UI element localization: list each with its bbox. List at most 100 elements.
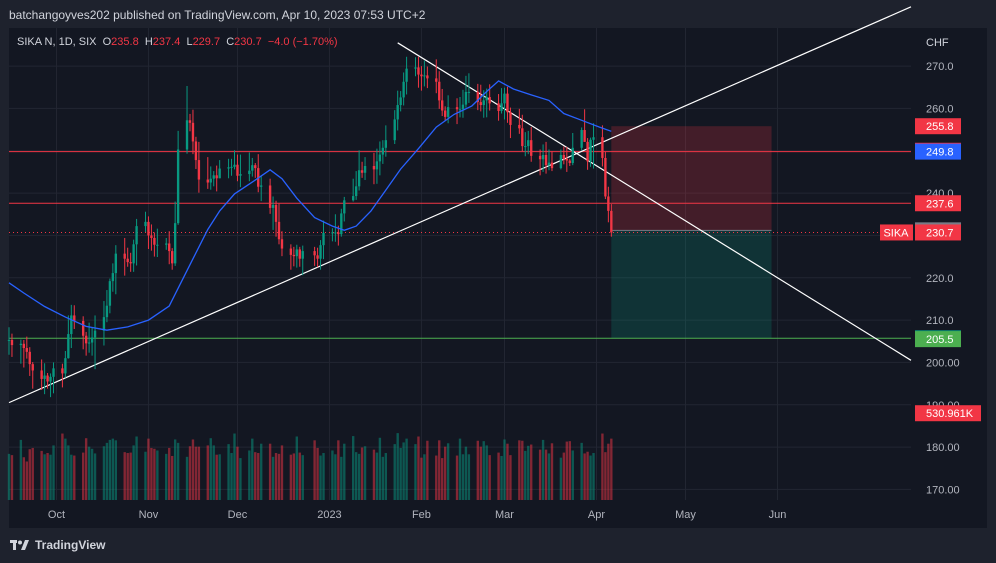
price-tick-label: 260.0 [926, 103, 954, 115]
candle-body [7, 339, 11, 341]
candle-body [601, 137, 604, 158]
volume-bar [227, 444, 230, 500]
candle-body [197, 160, 201, 180]
candle-body [604, 157, 607, 197]
candle-body [28, 351, 31, 365]
take-profit-zone [611, 230, 772, 339]
volume-bar [435, 455, 438, 500]
candle-body [360, 170, 364, 173]
volume-bar [354, 452, 358, 500]
candle-body [524, 146, 527, 148]
volume-bar [562, 452, 566, 500]
candle-body [384, 140, 388, 148]
time-axis[interactable] [9, 500, 911, 528]
candle-body [25, 348, 28, 352]
volume-bar [114, 440, 118, 500]
volume-bar [565, 441, 569, 500]
candle-body [194, 141, 198, 161]
volume-bar [592, 453, 595, 500]
candle-body [84, 335, 88, 344]
volume-bar [185, 456, 189, 500]
volume-bar [337, 440, 340, 500]
time-tick-label: Mar [495, 509, 514, 521]
candle-body [260, 185, 263, 187]
volume-bar [280, 445, 284, 500]
candle-body [135, 226, 138, 245]
moving-average [8, 80, 612, 331]
volume-bar [375, 452, 379, 500]
volume-bar [497, 452, 500, 500]
volume-bar [500, 455, 503, 500]
candle-body [168, 243, 171, 252]
volume-bar [212, 445, 215, 500]
volume-bar [260, 443, 263, 500]
horizontal-levels[interactable] [9, 151, 911, 339]
candlesticks [7, 56, 613, 398]
candle-body [527, 140, 530, 147]
volume-bar [191, 439, 195, 500]
candle-body [423, 75, 426, 77]
price-axis[interactable] [911, 28, 987, 528]
volume-bar [331, 450, 334, 500]
volume-tag-label: 530.961K [926, 408, 974, 420]
candle-body [467, 91, 471, 93]
candle-body [375, 161, 379, 170]
volume-bar [381, 456, 385, 500]
close-value: 230.7 [234, 36, 262, 48]
candle-body [500, 103, 503, 111]
volume-bar [547, 453, 551, 500]
candle-body [236, 164, 239, 176]
candle-body [147, 221, 150, 236]
volume-bar [438, 440, 441, 500]
candle-body [230, 166, 233, 168]
volume-bar [171, 455, 174, 500]
price-axis-labels: CHF170.00180.00190.00200.00210.0220.0230… [926, 37, 960, 496]
tradingview-logo-icon [10, 540, 29, 550]
candle-body [568, 160, 571, 164]
currency-label: CHF [926, 37, 949, 49]
short-position-tool[interactable] [611, 126, 772, 339]
volume-bar [197, 446, 201, 500]
candle-body [271, 204, 275, 208]
candle-body [393, 119, 396, 141]
volume-bar [248, 450, 251, 500]
candle-body [565, 158, 569, 161]
tradingview-brand[interactable]: TradingView [10, 538, 105, 552]
publish-header: batchangoyves202 published on TradingVie… [0, 0, 996, 28]
time-tick-label: Apr [588, 509, 605, 521]
candle-body [497, 103, 500, 111]
volume-bar [467, 454, 471, 500]
candle-body [559, 154, 563, 169]
candle-body [156, 244, 159, 246]
candle-body [378, 154, 382, 162]
volume-bar [43, 454, 46, 500]
volume-bar [601, 433, 604, 500]
candle-body [464, 91, 468, 105]
candle-body [206, 179, 209, 183]
price-tag-box [915, 118, 961, 135]
volume-bar [458, 438, 462, 500]
price-tick-label: 200.00 [926, 357, 960, 369]
volume-bar [461, 454, 465, 500]
candle-body [188, 120, 192, 123]
candle-body [40, 370, 43, 379]
volume-bar [568, 441, 571, 500]
candle-body [586, 141, 589, 162]
candle-body [351, 196, 355, 201]
volume-bar [105, 442, 109, 500]
volume-bar [357, 453, 361, 500]
volume-bar [257, 453, 260, 500]
volume-bar [518, 440, 521, 500]
volume-bar [150, 447, 153, 500]
volume-bar [40, 450, 43, 500]
volume-bar [81, 452, 85, 500]
volume-bar [405, 438, 408, 500]
high-value: 237.4 [152, 36, 181, 48]
candle-body [441, 100, 444, 111]
candle-body [331, 232, 334, 234]
volume-bar [70, 454, 73, 500]
candle-body [479, 102, 482, 106]
volume-bar [236, 446, 239, 500]
volume-bar [129, 452, 132, 500]
